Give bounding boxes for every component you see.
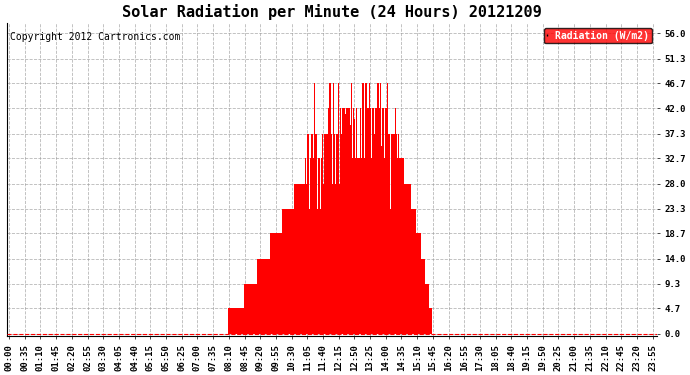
Text: Copyright 2012 Cartronics.com: Copyright 2012 Cartronics.com — [10, 32, 181, 42]
Title: Solar Radiation per Minute (24 Hours) 20121209: Solar Radiation per Minute (24 Hours) 20… — [122, 4, 542, 20]
Legend: Radiation (W/m2): Radiation (W/m2) — [544, 28, 652, 44]
